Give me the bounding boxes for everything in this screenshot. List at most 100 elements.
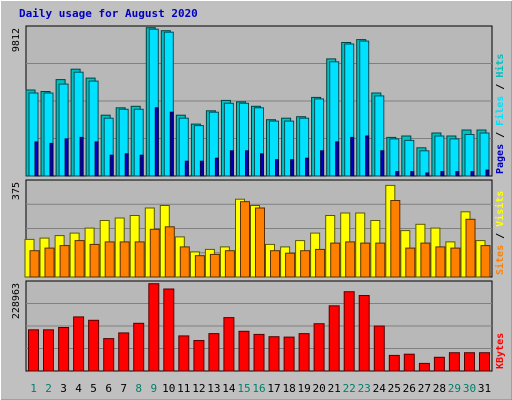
bar-pages-day-21 [335, 141, 340, 177]
bar-kbytes-day-30 [464, 352, 475, 372]
x-tick-label-day-15: 15 [237, 382, 250, 395]
bar-sites-day-12 [194, 255, 205, 278]
legend-entry-files: Files [494, 96, 506, 126]
x-tick-label-day-27: 27 [418, 382, 431, 395]
x-tick-label-day-6: 6 [105, 382, 112, 395]
bar-sites-day-5 [89, 243, 100, 278]
bar-kbytes-day-11 [178, 335, 190, 372]
bar-files-day-22 [344, 43, 355, 177]
bar-sites-day-15 [240, 201, 250, 278]
y-axis-max-label: 375 [11, 182, 22, 200]
x-tick-label-day-4: 4 [75, 382, 82, 395]
legend-visits-sites: Sites / Visits [494, 191, 506, 275]
bar-files-day-1 [28, 92, 39, 177]
bar-pages-day-1 [34, 141, 39, 177]
bar-kbytes-day-12 [193, 340, 205, 372]
bar-sites-day-22 [345, 241, 356, 278]
bar-kbytes-day-19 [298, 333, 310, 372]
bar-sites-day-1 [29, 250, 40, 278]
bar-sites-day-3 [59, 245, 70, 278]
bar-pages-day-24 [380, 150, 385, 177]
bar-pages-day-8 [139, 154, 144, 177]
bar-pages-day-27 [425, 172, 430, 177]
bar-kbytes-day-27 [418, 362, 430, 372]
bar-files-day-2 [43, 92, 54, 177]
bar-files-day-28 [434, 135, 445, 177]
bar-kbytes-day-6 [103, 338, 115, 372]
bar-kbytes-day-5 [88, 319, 100, 372]
bar-files-day-31 [479, 132, 490, 177]
bar-sites-day-20 [315, 248, 326, 278]
y-axis-max-label: 228963 [11, 283, 22, 319]
bar-files-day-13 [208, 111, 219, 177]
bar-kbytes-day-31 [479, 352, 490, 372]
bar-kbytes-day-10 [163, 288, 175, 372]
bar-sites-day-6 [104, 241, 115, 278]
bar-files-day-18 [284, 120, 295, 177]
bar-pages-day-11 [184, 160, 189, 177]
bar-files-day-14 [223, 102, 234, 177]
legend-entry-kbytes: KBytes [495, 333, 506, 369]
bar-sites-day-19 [300, 250, 311, 278]
bar-kbytes-day-23 [358, 295, 370, 372]
panel-kbytes: 228963 KBytes [11, 280, 506, 372]
bar-kbytes-day-14 [223, 317, 235, 372]
bar-files-day-16 [254, 107, 264, 177]
x-tick-label-day-3: 3 [60, 382, 67, 395]
bar-sites-day-23 [360, 242, 371, 278]
bar-sites-day-8 [134, 241, 145, 278]
x-tick-label-day-21: 21 [328, 382, 341, 395]
legend-separator: / [495, 126, 506, 144]
bar-pages-day-29 [455, 171, 460, 177]
x-tick-label-day-26: 26 [403, 382, 416, 395]
bar-kbytes-day-1 [28, 329, 39, 372]
bar-pages-day-4 [79, 136, 84, 177]
x-tick-label-day-8: 8 [135, 382, 142, 395]
x-tick-label-day-13: 13 [207, 382, 220, 395]
bar-sites-day-9 [149, 228, 160, 278]
bar-pages-day-22 [350, 136, 355, 177]
bar-files-day-20 [314, 98, 325, 177]
bar-sites-day-31 [480, 245, 491, 278]
bar-kbytes-day-9 [148, 283, 160, 372]
bar-files-day-24 [374, 95, 385, 177]
legend-entry-visits: Visits [494, 191, 506, 227]
panel-visits-sites: 375 Sites / Visits [11, 179, 506, 278]
bar-kbytes-day-7 [118, 332, 130, 372]
bar-pages-day-3 [64, 138, 69, 177]
bar-files-day-10 [163, 31, 174, 177]
bar-kbytes-day-29 [448, 352, 460, 372]
legend-entry-sites: Sites [494, 245, 506, 275]
x-tick-label-day-14: 14 [222, 382, 236, 395]
bar-sites-day-7 [119, 241, 130, 278]
bar-pages-day-10 [169, 111, 174, 177]
bar-files-day-27 [419, 150, 430, 177]
bar-pages-day-26 [410, 171, 415, 177]
bar-sites-day-29 [450, 247, 461, 278]
y-axis-max-label: 9812 [11, 28, 22, 52]
x-axis-labels: 1 2 3 4 5 6 7 8 9 10 11 12 13 14 15 16 17 18 19 20 21 22 23 24 2… [30, 382, 491, 395]
bar-sites-day-10 [164, 226, 175, 278]
bar-kbytes-day-20 [313, 323, 325, 372]
bar-pages-day-9 [154, 107, 159, 177]
bar-kbytes-day-16 [253, 333, 265, 372]
bar-sites-day-11 [179, 246, 190, 278]
bar-kbytes-day-25 [388, 354, 400, 372]
bar-files-day-29 [449, 138, 460, 177]
x-tick-label-day-11: 11 [177, 382, 190, 395]
legend-separator: / [495, 78, 506, 96]
x-tick-label-day-16: 16 [252, 382, 265, 395]
bar-files-day-6 [103, 117, 114, 177]
x-tick-label-day-31: 31 [478, 382, 491, 395]
bar-sites-day-2 [44, 247, 55, 278]
x-tick-label-day-30: 30 [463, 382, 476, 395]
bar-pages-day-15 [245, 150, 249, 177]
bar-pages-day-19 [305, 157, 310, 177]
bar-files-day-4 [73, 71, 84, 177]
bar-kbytes-day-21 [328, 305, 340, 372]
x-tick-label-day-12: 12 [192, 382, 205, 395]
bar-files-day-25 [389, 138, 400, 177]
bar-pages-day-12 [199, 160, 204, 177]
bar-files-day-8 [133, 108, 144, 177]
